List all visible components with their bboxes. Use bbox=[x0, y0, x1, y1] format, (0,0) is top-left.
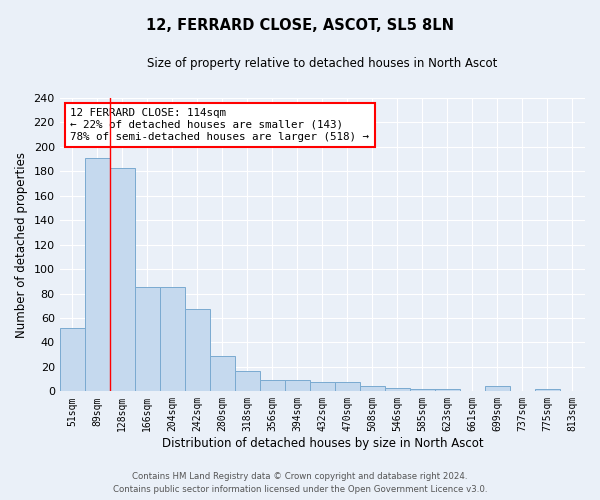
Bar bbox=[85, 158, 110, 392]
Bar bbox=[160, 288, 185, 392]
Y-axis label: Number of detached properties: Number of detached properties bbox=[15, 152, 28, 338]
Bar bbox=[235, 370, 260, 392]
Bar bbox=[360, 386, 385, 392]
Bar bbox=[310, 382, 335, 392]
Bar bbox=[485, 386, 510, 392]
Bar bbox=[260, 380, 285, 392]
Bar bbox=[435, 389, 460, 392]
Bar bbox=[535, 389, 560, 392]
Title: Size of property relative to detached houses in North Ascot: Size of property relative to detached ho… bbox=[147, 58, 497, 70]
Bar bbox=[385, 388, 410, 392]
Bar bbox=[285, 380, 310, 392]
Bar bbox=[185, 310, 210, 392]
Text: 12, FERRARD CLOSE, ASCOT, SL5 8LN: 12, FERRARD CLOSE, ASCOT, SL5 8LN bbox=[146, 18, 454, 32]
Text: Contains HM Land Registry data © Crown copyright and database right 2024.
Contai: Contains HM Land Registry data © Crown c… bbox=[113, 472, 487, 494]
Bar bbox=[210, 356, 235, 392]
Bar bbox=[410, 389, 435, 392]
Bar bbox=[135, 288, 160, 392]
Bar bbox=[110, 168, 135, 392]
X-axis label: Distribution of detached houses by size in North Ascot: Distribution of detached houses by size … bbox=[161, 437, 483, 450]
Bar bbox=[335, 382, 360, 392]
Bar bbox=[59, 328, 85, 392]
Text: 12 FERRARD CLOSE: 114sqm
← 22% of detached houses are smaller (143)
78% of semi-: 12 FERRARD CLOSE: 114sqm ← 22% of detach… bbox=[70, 108, 369, 142]
